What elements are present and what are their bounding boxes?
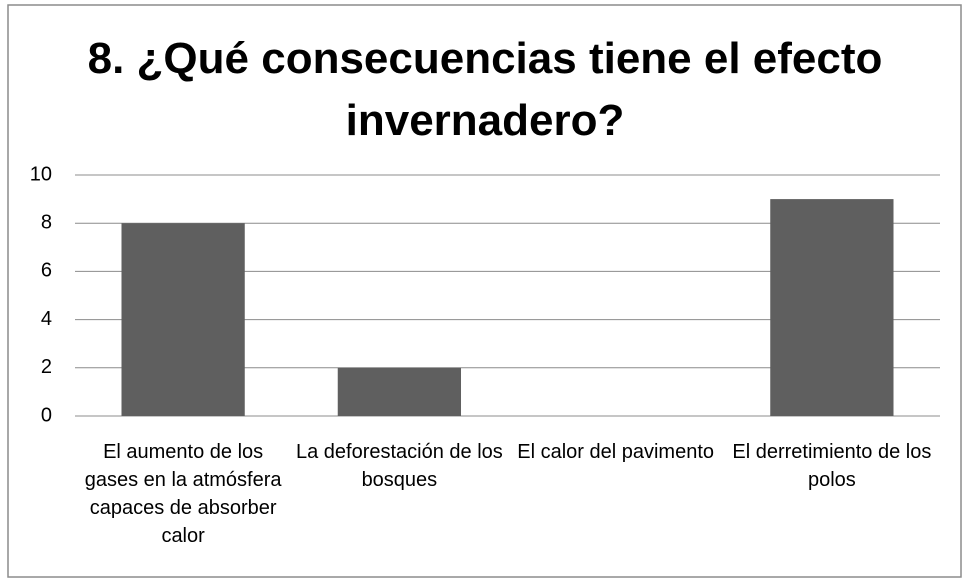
x-tick-label: La deforestación de los bosques — [295, 441, 503, 491]
x-tick-label: El calor del pavimento — [517, 441, 715, 463]
x-tick-label: El derretimiento de los polos — [732, 441, 932, 491]
y-tick-label: 2 — [41, 356, 52, 378]
bar — [121, 223, 245, 416]
y-tick-label: 8 — [41, 211, 52, 233]
y-tick-label: 0 — [41, 404, 52, 426]
y-tick-label: 4 — [41, 308, 52, 330]
chart-title: 8. ¿Qué consecuencias tiene el efecto in… — [87, 34, 883, 145]
bar — [337, 367, 462, 416]
bar — [770, 199, 894, 416]
y-tick-label: 10 — [30, 163, 52, 185]
x-tick-label: El aumento de los gases en la atmósfera … — [84, 441, 282, 547]
y-tick-label: 6 — [41, 260, 52, 282]
